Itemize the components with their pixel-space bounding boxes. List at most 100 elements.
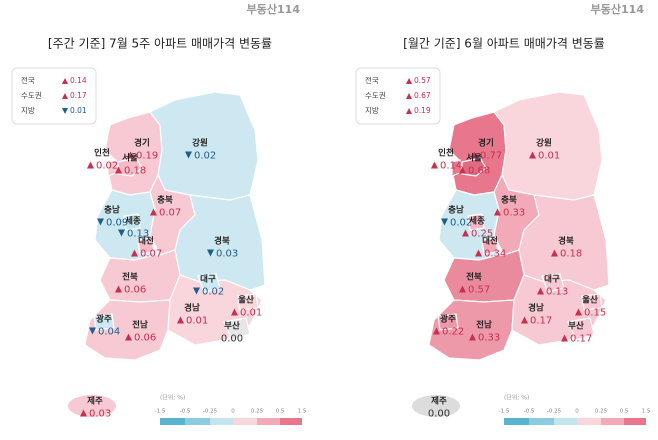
region-value: 0.14: [440, 161, 462, 172]
region-shape: [412, 395, 460, 417]
region-value: 0.18: [124, 166, 146, 177]
region-value: 0.02: [194, 151, 216, 162]
summary-label: 수도권: [21, 91, 42, 100]
summary-value: 0.67: [414, 91, 431, 100]
scale-tick: -0.25: [203, 409, 218, 415]
arrow-up: [529, 151, 536, 159]
region-value: 0.07: [140, 249, 162, 260]
region-shape: [567, 317, 595, 341]
region-name: 세종: [469, 216, 485, 227]
arrow-down: [185, 151, 192, 159]
scale-segment: [554, 418, 577, 425]
summary-label: 전국: [21, 75, 35, 85]
region-shape: [137, 237, 155, 255]
region-name: 전북: [122, 272, 138, 283]
arrow-up: [561, 334, 568, 342]
region-shape: [123, 213, 141, 231]
arrow-up: [150, 208, 157, 216]
scale-tick: 0.25: [251, 409, 264, 415]
region-value: 0.06: [124, 285, 146, 296]
region-name: 강원: [192, 138, 208, 149]
region-value: 0.18: [560, 249, 582, 260]
region-shape: [68, 395, 116, 417]
region-value: 0.57: [468, 285, 490, 296]
scale-segment: [624, 418, 646, 425]
region-name: 전북: [466, 272, 482, 283]
region-name: 전남: [476, 320, 492, 331]
arrow-down: [441, 218, 448, 226]
region-name: 서울: [466, 153, 482, 164]
scale-tick: -1.5: [155, 409, 166, 415]
scale-segment: [504, 418, 529, 425]
arrow-up: [433, 327, 440, 335]
region-name: 인천: [438, 148, 454, 159]
arrow-up: [494, 208, 501, 216]
region-name: 강원: [536, 138, 552, 149]
region-shape: [467, 213, 485, 231]
arrow-up: [115, 285, 122, 293]
brand-logo: 부동산114: [247, 2, 301, 16]
arrow-down: [207, 249, 214, 257]
arrow-up: [115, 166, 122, 174]
region-value: 0.09: [106, 218, 128, 229]
arrow-up: [406, 93, 412, 99]
region-value: 0.34: [484, 249, 506, 260]
arrow-up: [62, 78, 68, 84]
region-value: 0.03: [216, 249, 238, 260]
region-name: 서울: [122, 153, 138, 164]
scale-tick: 0: [231, 409, 235, 415]
scale-segment: [185, 418, 210, 425]
region-shape: [541, 273, 565, 293]
region-name: 경남: [184, 303, 200, 314]
region-value: 0.17: [530, 316, 552, 327]
arrow-up: [406, 78, 412, 84]
region-name: 경북: [558, 236, 574, 247]
scale-tick: 0.5: [620, 409, 629, 415]
region-name: 충남: [448, 205, 464, 216]
scale-segment: [160, 418, 185, 425]
region-value: 0.33: [478, 333, 500, 344]
arrow-up: [127, 151, 134, 159]
summary-label: 수도권: [365, 91, 386, 100]
arrow-up: [80, 409, 87, 417]
region-name: 제주: [87, 396, 103, 407]
scale-segment: [280, 418, 302, 425]
scale-tick: 1.5: [298, 409, 307, 415]
scale-tick: 1.5: [642, 409, 651, 415]
map-title: [월간 기준] 6월 아파트 매매가격 변동률: [403, 37, 605, 51]
arrow-up: [431, 161, 438, 169]
region-name: 경기: [478, 138, 494, 149]
region-value: 0.07: [159, 208, 181, 219]
region-name: 경기: [134, 138, 150, 149]
arrow-down: [193, 287, 200, 295]
region-name: 제주: [431, 396, 447, 407]
arrow-up: [87, 161, 94, 169]
region-name: 대전: [138, 236, 154, 247]
region-value: 0.01: [538, 151, 560, 162]
scale-segment: [529, 418, 554, 425]
arrow-up: [406, 108, 412, 114]
region-name: 부산: [224, 321, 240, 332]
scale-segment: [601, 418, 624, 425]
region-value: 0.13: [127, 229, 149, 240]
scale-tick: -0.5: [524, 409, 535, 415]
region-name: 세종: [125, 216, 141, 227]
scale-segment: [577, 418, 601, 425]
region-shape: [223, 317, 251, 341]
arrow-up: [62, 93, 68, 99]
region-name: 부산: [568, 321, 584, 332]
region-name: 대구: [544, 274, 560, 285]
region-name: 충북: [157, 195, 173, 206]
arrow-down: [89, 327, 96, 335]
region-shape: [237, 293, 259, 311]
summary-value: 0.57: [414, 76, 431, 85]
arrow-up: [462, 229, 469, 237]
summary-label: 지방: [365, 105, 379, 115]
arrow-up: [459, 285, 466, 293]
scale-tick: -0.25: [547, 409, 562, 415]
region-value: 0.02: [202, 287, 224, 298]
region-shape: [581, 293, 603, 311]
region-name: 울산: [582, 295, 598, 306]
region-name: 충남: [104, 205, 120, 216]
